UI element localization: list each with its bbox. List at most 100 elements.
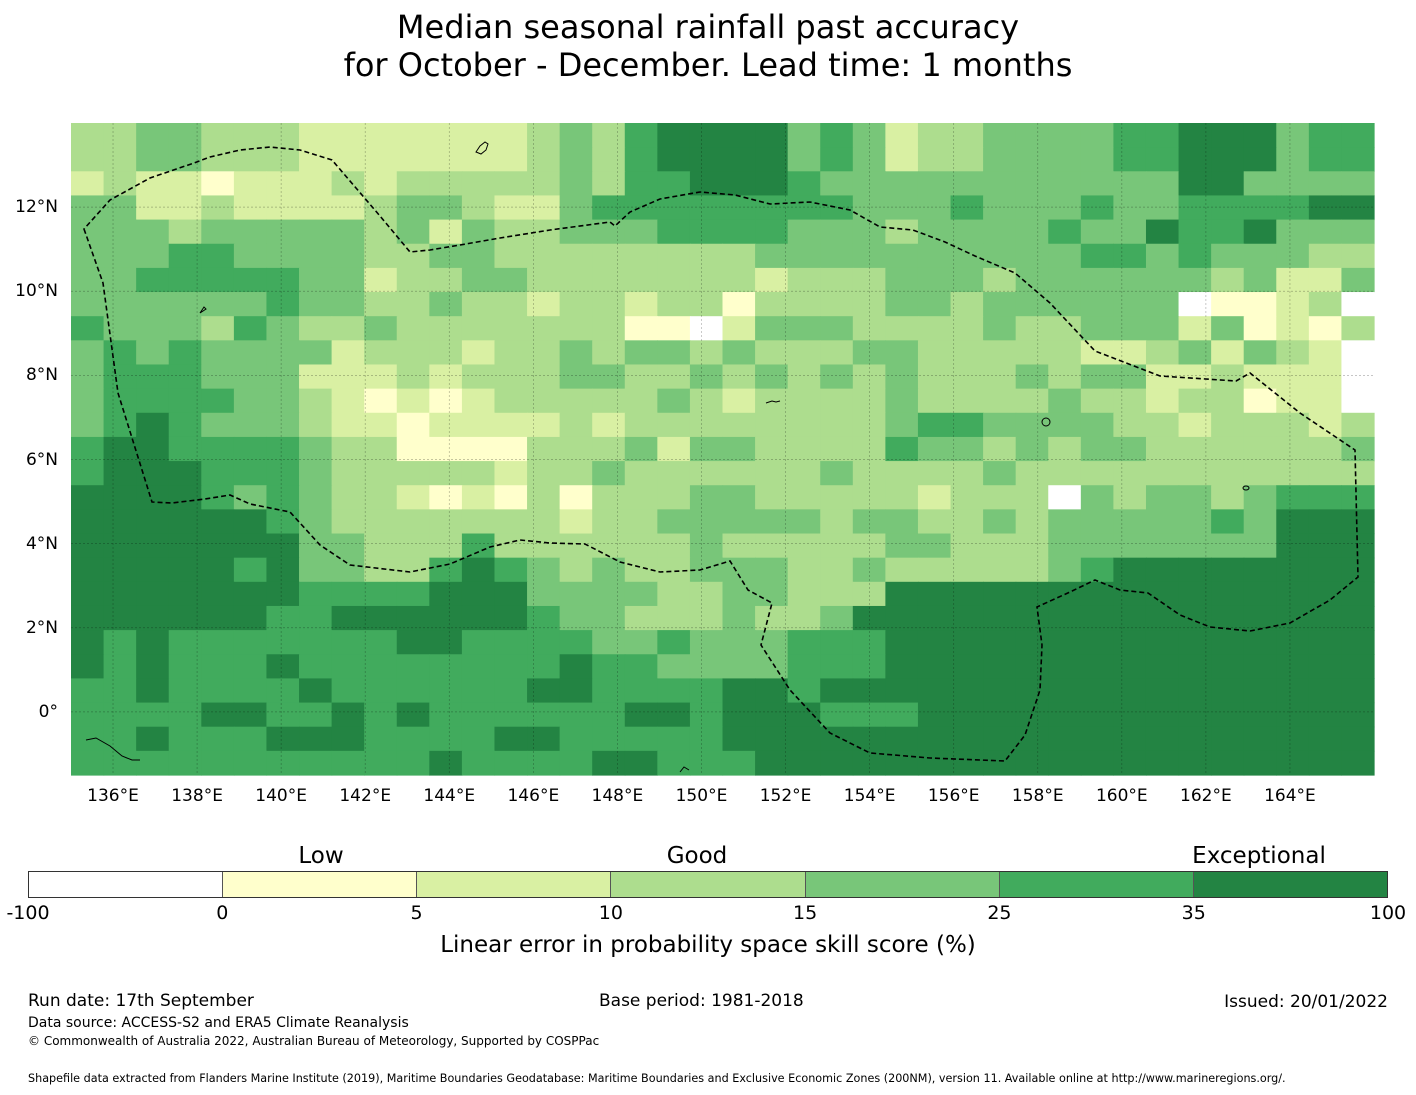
grid-cell <box>1113 605 1147 631</box>
grid-cell <box>950 630 984 655</box>
grid-cell <box>1145 412 1180 438</box>
grid-cell <box>722 412 756 438</box>
grid-cell <box>1113 678 1147 704</box>
grid-cell <box>331 726 365 752</box>
grid-cell <box>266 702 300 728</box>
base-period: Base period: 1981-2018 <box>599 991 804 1011</box>
grid-cell <box>299 123 333 148</box>
grid-cell <box>1341 364 1375 390</box>
grid-cell <box>820 630 854 655</box>
grid-cell <box>689 605 724 631</box>
grid-cell <box>429 388 463 414</box>
grid-cell <box>787 436 821 462</box>
grid-cell <box>950 388 984 414</box>
grid-cell <box>559 364 593 390</box>
grid-cell <box>136 292 170 317</box>
grid-cell <box>820 485 854 510</box>
grid-cell <box>1341 243 1375 269</box>
grid-cell <box>494 123 528 148</box>
grid-cell <box>950 147 984 172</box>
grid-cell <box>1178 340 1212 366</box>
grid-cell <box>1145 630 1180 655</box>
grid-cell <box>722 750 756 776</box>
grid-cell <box>1145 726 1180 752</box>
grid-cell <box>527 605 561 631</box>
grid-cell <box>917 340 952 366</box>
category-good: Good <box>666 843 728 869</box>
grid-cell <box>233 750 268 776</box>
grid-cell <box>1341 123 1375 148</box>
grid-cell <box>331 316 365 341</box>
grid-cell <box>364 243 398 269</box>
grid-cell <box>299 147 333 172</box>
grid-cell <box>331 340 365 366</box>
grid-cell <box>917 436 952 462</box>
grid-cell <box>722 678 756 704</box>
grid-cell <box>657 243 691 269</box>
grid-cell <box>657 195 691 221</box>
grid-cell <box>233 461 268 486</box>
grid-cell <box>1243 292 1277 317</box>
grid-cell <box>1048 557 1082 583</box>
grid-cell <box>1341 388 1375 414</box>
grid-cell <box>1048 678 1082 704</box>
grid-cell <box>950 605 984 631</box>
grid-cell <box>917 195 952 221</box>
grid-cell <box>429 605 463 631</box>
grid-cell <box>494 750 528 776</box>
grid-cell <box>917 364 952 390</box>
colorbar-tick-label: -100 <box>6 902 50 924</box>
grid-cell <box>233 219 268 245</box>
colorbar-tick-label: 25 <box>987 902 1012 924</box>
grid-cell <box>917 171 952 197</box>
grid-cell <box>233 316 268 341</box>
grid-cell <box>168 292 202 317</box>
grid-cell <box>755 364 789 390</box>
grid-cell <box>266 461 300 486</box>
grid-cell <box>396 581 430 607</box>
grid-cell <box>1211 702 1245 728</box>
grid-cell <box>461 388 496 414</box>
grid-cell <box>1015 461 1049 486</box>
grid-cell <box>755 340 789 366</box>
grid-cell <box>1048 195 1082 221</box>
grid-cell <box>624 267 658 293</box>
rainfall-skill-map <box>71 123 1375 776</box>
grid-cell <box>396 340 430 366</box>
grid-cell <box>1048 219 1082 245</box>
grid-cell <box>299 267 333 293</box>
grid-cell <box>624 436 658 462</box>
grid-cell <box>266 171 300 197</box>
grid-cell <box>917 388 952 414</box>
grid-cell <box>461 630 496 655</box>
grid-cell <box>429 412 463 438</box>
grid-cell <box>983 364 1017 390</box>
grid-cell <box>168 243 202 269</box>
grid-cell <box>1080 702 1115 728</box>
grid-cell <box>136 123 170 148</box>
grid-cell <box>787 461 821 486</box>
grid-cell <box>71 726 105 752</box>
grid-cell <box>233 605 268 631</box>
grid-cell <box>103 243 137 269</box>
grid-cell <box>1308 485 1343 510</box>
grid-cell <box>1211 654 1245 680</box>
grid-cell <box>1276 292 1310 317</box>
grid-cell <box>755 219 789 245</box>
grid-cell <box>950 581 984 607</box>
grid-cell <box>722 654 756 680</box>
grid-cell <box>1145 171 1180 197</box>
grid-cell <box>755 605 789 631</box>
colorbar-segment <box>805 872 1000 897</box>
grid-cell <box>1211 412 1245 438</box>
grid-cell <box>1308 123 1343 148</box>
grid-cell <box>201 436 235 462</box>
grid-cell <box>1243 316 1277 341</box>
grid-cell <box>917 412 952 438</box>
grid-cell <box>1276 147 1310 172</box>
grid-cell <box>1178 195 1212 221</box>
grid-cell <box>787 340 821 366</box>
grid-cell <box>396 461 430 486</box>
grid-cell <box>1308 316 1343 341</box>
grid-cell <box>396 147 430 172</box>
